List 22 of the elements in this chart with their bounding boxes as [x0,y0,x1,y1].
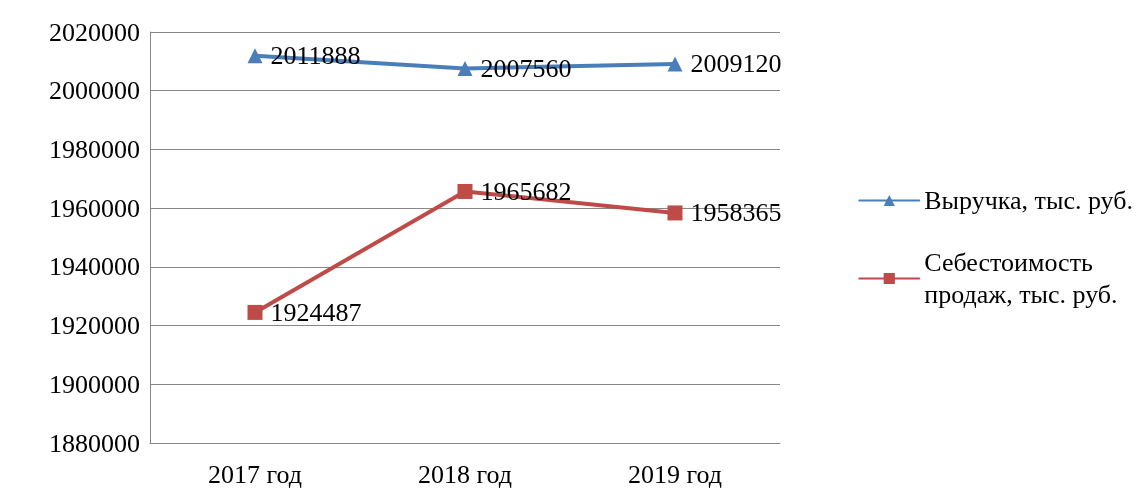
point [247,48,263,64]
point [457,183,473,199]
y-tick-label: 2000000 [49,76,140,106]
y-tick-label: 1980000 [49,134,140,164]
point [667,205,683,221]
point [667,56,683,72]
y-tick-label: 1940000 [49,252,140,282]
legend-label: Себестоимость продаж, тыс. руб. [924,248,1118,309]
point [247,304,263,320]
data-label: 1924487 [270,297,362,327]
point [457,61,473,77]
legend-label: Выручка, тыс. руб. [924,186,1134,215]
x-tick-label: 2019 год [628,459,722,489]
data-label: 1958365 [690,198,782,228]
x-tick-label: 2017 год [208,459,302,489]
y-tick-label: 1900000 [49,369,140,399]
x-tick-label: 2018 год [418,459,512,489]
y-tick-label: 1960000 [49,193,140,223]
y-tick-label: 2020000 [49,17,140,47]
y-tick-label: 1920000 [49,311,140,341]
y-tick-label: 1880000 [49,428,140,458]
data-label: 2009120 [690,49,782,79]
